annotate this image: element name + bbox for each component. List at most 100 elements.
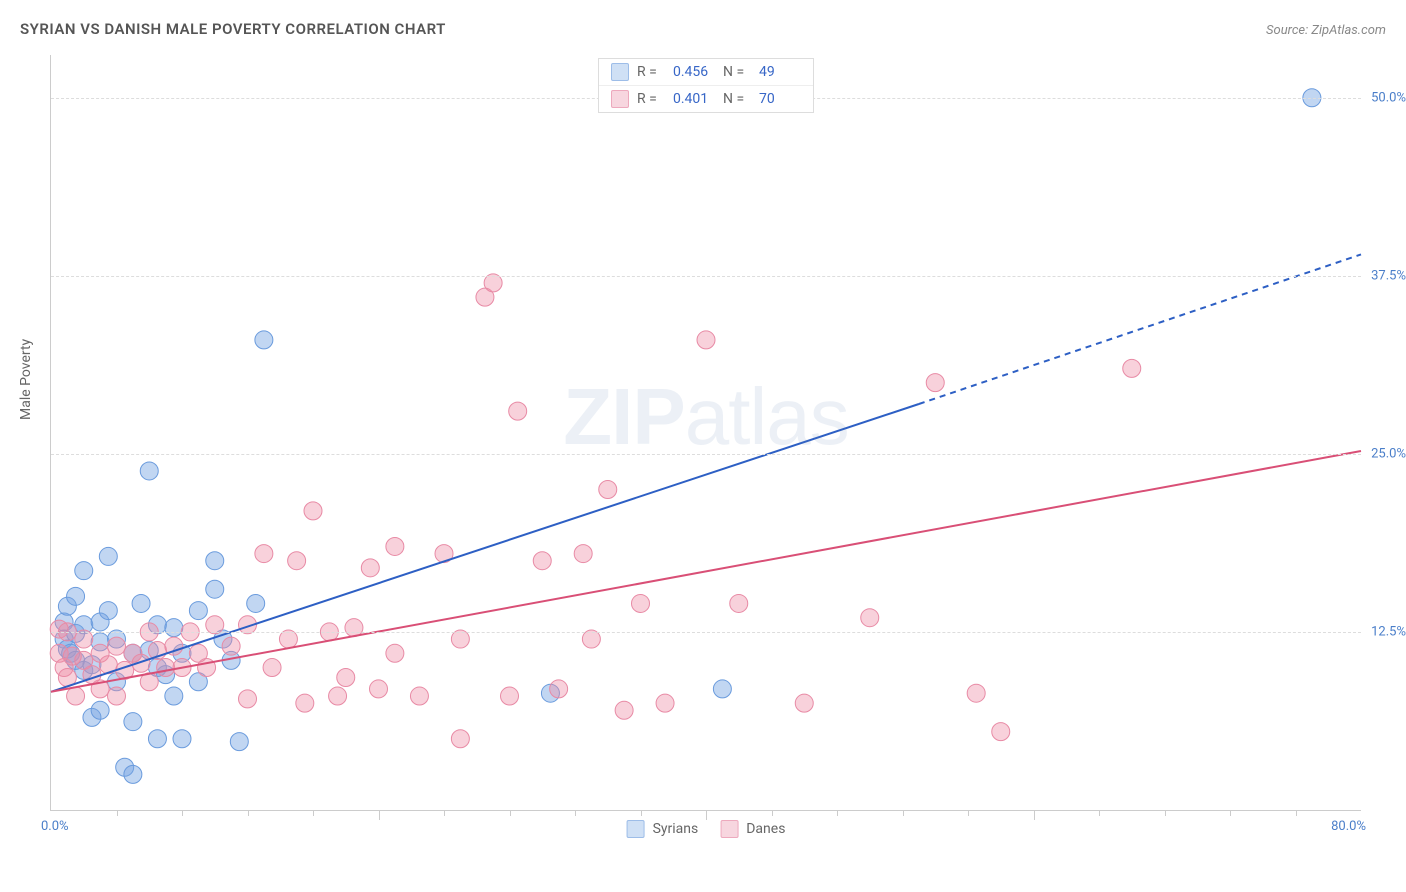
x-tick xyxy=(1165,810,1166,816)
data-point xyxy=(247,594,265,612)
trend-line xyxy=(51,451,1361,692)
data-point xyxy=(296,694,314,712)
x-tick xyxy=(1230,810,1231,816)
data-point xyxy=(288,552,306,570)
data-point xyxy=(410,687,428,705)
data-point xyxy=(255,545,273,563)
data-point xyxy=(206,580,224,598)
y-tick-label: 25.0% xyxy=(1371,446,1406,461)
data-point xyxy=(165,687,183,705)
swatch-danes xyxy=(611,90,629,108)
data-point xyxy=(451,730,469,748)
r-value-syrians: 0.456 xyxy=(673,64,715,80)
x-tick xyxy=(379,810,380,820)
legend-label: Syrians xyxy=(653,821,699,837)
chart-source: Source: ZipAtlas.com xyxy=(1266,23,1386,38)
data-point xyxy=(926,374,944,392)
legend-swatch xyxy=(627,820,645,838)
x-tick xyxy=(706,810,707,820)
data-point xyxy=(574,545,592,563)
trend-line xyxy=(51,404,919,692)
data-point xyxy=(108,687,126,705)
legend-item: Danes xyxy=(720,820,785,838)
x-tick xyxy=(1296,810,1297,816)
data-point xyxy=(304,502,322,520)
x-tick xyxy=(1034,810,1035,820)
data-point xyxy=(99,602,117,620)
data-point xyxy=(67,587,85,605)
y-tick-label: 50.0% xyxy=(1371,90,1406,105)
data-point xyxy=(206,552,224,570)
chart-area: ZIPatlas R = 0.456 N = 49 R = 0.401 N = … xyxy=(50,55,1361,811)
x-tick xyxy=(903,810,904,816)
legend-series: Syrians Danes xyxy=(627,820,786,838)
x-tick xyxy=(1099,810,1100,816)
data-point xyxy=(157,659,175,677)
data-point xyxy=(189,602,207,620)
x-tick xyxy=(575,810,576,816)
data-point xyxy=(795,694,813,712)
data-point xyxy=(550,680,568,698)
data-point xyxy=(239,690,257,708)
scatter-plot xyxy=(51,55,1361,810)
data-point xyxy=(108,637,126,655)
n-value-syrians: 49 xyxy=(759,64,801,80)
data-point xyxy=(1123,359,1141,377)
data-point xyxy=(967,684,985,702)
data-point xyxy=(992,723,1010,741)
y-tick-label: 37.5% xyxy=(1371,268,1406,283)
x-tick xyxy=(641,810,642,816)
data-point xyxy=(615,701,633,719)
x-tick xyxy=(117,810,118,816)
data-point xyxy=(124,713,142,731)
chart-title: SYRIAN VS DANISH MALE POVERTY CORRELATIO… xyxy=(20,20,446,38)
data-point xyxy=(713,680,731,698)
x-tick xyxy=(510,810,511,816)
x-tick xyxy=(772,810,773,816)
data-point xyxy=(697,331,715,349)
legend-swatch xyxy=(720,820,738,838)
data-point xyxy=(165,619,183,637)
legend-row-syrians: R = 0.456 N = 49 xyxy=(599,59,813,86)
data-point xyxy=(230,733,248,751)
x-tick xyxy=(968,810,969,816)
x-tick xyxy=(248,810,249,816)
y-tick-label: 12.5% xyxy=(1371,624,1406,639)
data-point xyxy=(370,680,388,698)
data-point xyxy=(99,547,117,565)
gridline xyxy=(51,276,1361,277)
data-point xyxy=(533,552,551,570)
gridline xyxy=(51,632,1361,633)
r-value-danes: 0.401 xyxy=(673,91,715,107)
data-point xyxy=(861,609,879,627)
data-point xyxy=(263,659,281,677)
data-point xyxy=(599,480,617,498)
swatch-syrians xyxy=(611,63,629,81)
x-max-label: 80.0% xyxy=(1331,819,1366,834)
data-point xyxy=(386,537,404,555)
legend-item: Syrians xyxy=(627,820,699,838)
data-point xyxy=(361,559,379,577)
n-value-danes: 70 xyxy=(759,91,801,107)
data-point xyxy=(337,669,355,687)
data-point xyxy=(75,562,93,580)
data-point xyxy=(222,637,240,655)
data-point xyxy=(509,402,527,420)
legend-row-danes: R = 0.401 N = 70 xyxy=(599,86,813,112)
data-point xyxy=(255,331,273,349)
data-point xyxy=(730,594,748,612)
x-tick xyxy=(444,810,445,816)
data-point xyxy=(329,687,347,705)
data-point xyxy=(67,687,85,705)
data-point xyxy=(632,594,650,612)
data-point xyxy=(501,687,519,705)
x-tick xyxy=(313,810,314,816)
data-point xyxy=(386,644,404,662)
data-point xyxy=(132,594,150,612)
data-point xyxy=(656,694,674,712)
data-point xyxy=(140,462,158,480)
data-point xyxy=(124,765,142,783)
legend-correlation: R = 0.456 N = 49 R = 0.401 N = 70 xyxy=(598,58,814,113)
data-point xyxy=(148,730,166,748)
data-point xyxy=(91,701,109,719)
